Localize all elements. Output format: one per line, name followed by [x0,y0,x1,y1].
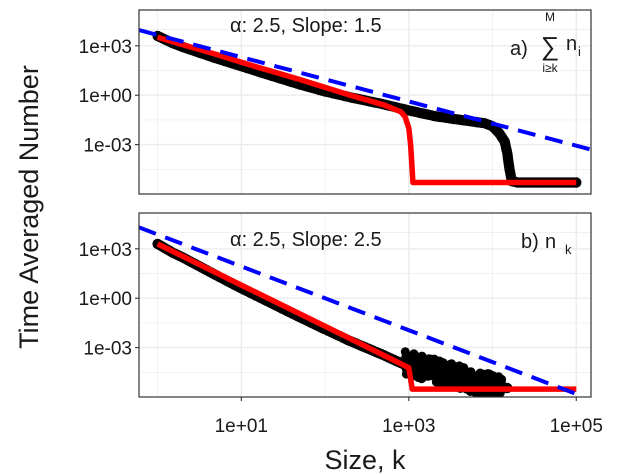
panel-a-sum-top: M [545,10,555,24]
panel-b-data-point [497,374,507,384]
panel-a-fit-line [139,28,591,152]
panel-a-annotation: α: 2.5, Slope: 1.5 [230,15,382,37]
panel-b-border [138,212,592,398]
panel-a-plot-area [139,28,591,188]
panel-b-data-point [432,370,441,380]
panel-a-label-var: n [566,33,577,55]
panel-b-annotation: α: 2.5, Slope: 2.5 [230,229,382,251]
x-tick-label: 1e+01 [215,416,268,437]
panel-a-label-text: a) [510,38,528,60]
panel-b-data-point [439,374,449,384]
panel-b-data-point [488,377,498,387]
panel-b-data-point [413,373,423,382]
panel-b-data-point [413,365,423,375]
panel-a-label: a) M ∑ i≥k n i [510,10,581,75]
panel-b-fit-line [139,225,578,396]
panel-a-grid [139,10,591,194]
panel-b-data-point [423,371,433,381]
panel-a-y-tick-label: 1e-03 [83,136,132,157]
panel-b-model-line [156,241,577,392]
panel-b-label-var: n [545,231,556,253]
panel-a-model-line [156,34,577,186]
panel-a-series [139,28,591,188]
x-axis-label: Size, k [324,445,406,474]
panel-a-sum-bottom: i≥k [542,61,558,75]
x-tick-label: 1e+03 [382,416,435,437]
panel-b-data-point [417,356,427,365]
panel-b-data-point [481,374,491,383]
panel-b-y-tick-label: 1e+00 [79,289,132,310]
panel-a: 1e+03 1e+00 1e-03 α: 2.5, Slope: 1.5 a) M … [79,9,592,195]
y-axis-label: Time Averaged Number [14,65,44,349]
x-tick-label: 1e+05 [550,416,603,437]
panel-b-series [139,225,578,397]
panel-b-data-point [434,362,444,372]
panel-b-data-point [456,365,466,375]
panel-a-sum-symbol: ∑ [541,31,560,61]
panel-b-data-point [456,377,466,387]
panel-b-plot-area [139,225,578,397]
panel-b-data-point [470,372,480,382]
panel-b-label-text: b) [521,231,539,253]
panel-b: 1e+03 1e+00 1e-03 α: 2.5, Slope: 2.5 b) n … [79,212,592,398]
panel-a-border [138,9,592,195]
panel-b-y-ticks: 1e+03 1e+00 1e-03 [79,240,139,360]
panel-b-label-sub: k [565,242,572,257]
panel-a-label-sub: i [578,44,581,59]
panel-b-y-tick-label: 1e-03 [83,339,132,360]
panel-a-y-tick-label: 1e+00 [79,86,132,107]
panel-a-y-ticks: 1e+03 1e+00 1e-03 [79,37,139,157]
panel-b-data-point [400,347,410,357]
x-axis-ticks: 1e+01 1e+03 1e+05 [215,397,603,437]
panel-a-y-tick-label: 1e+03 [79,37,132,58]
panel-b-y-tick-label: 1e+03 [79,240,132,261]
panel-b-label: b) n k [521,231,572,257]
